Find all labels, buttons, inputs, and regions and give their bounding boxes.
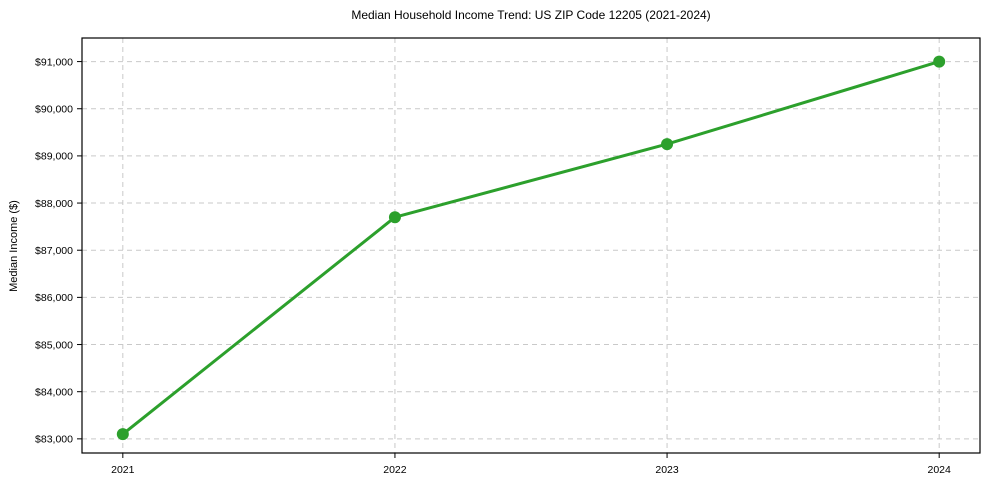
axes-frame — [81, 37, 981, 454]
y-tick-label: $88,000 — [35, 198, 73, 210]
y-tick-label: $85,000 — [35, 339, 73, 351]
y-tick-label: $87,000 — [35, 245, 73, 257]
y-tick-label: $86,000 — [35, 292, 73, 304]
y-tick-label: $84,000 — [35, 386, 73, 398]
y-tick-label: $83,000 — [35, 434, 73, 446]
data-point — [933, 55, 946, 68]
x-tick-label: 2023 — [655, 464, 679, 476]
data-point — [661, 138, 674, 151]
y-tick-label: $90,000 — [35, 104, 73, 116]
data-point — [388, 211, 401, 224]
x-tick-label: 2024 — [928, 464, 952, 476]
x-tick-label: 2022 — [383, 464, 407, 476]
chart-title: Median Household Income Trend: US ZIP Co… — [351, 8, 711, 22]
y-tick-label: $89,000 — [35, 151, 73, 163]
y-axis-title: Median Income ($) — [8, 200, 20, 292]
x-tick-label: 2021 — [111, 464, 135, 476]
y-tick-label: $91,000 — [35, 56, 73, 68]
trend-line — [121, 60, 941, 436]
data-point — [116, 428, 129, 441]
